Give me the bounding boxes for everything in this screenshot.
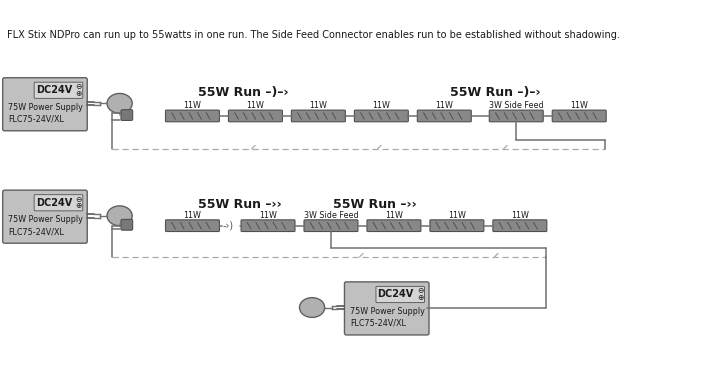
Text: 3W Side Feed: 3W Side Feed	[489, 101, 544, 110]
FancyBboxPatch shape	[121, 219, 133, 230]
Text: 11W: 11W	[184, 101, 201, 110]
FancyBboxPatch shape	[304, 220, 358, 231]
Text: 55W Run –››: 55W Run –››	[198, 198, 281, 211]
Text: DC24V: DC24V	[36, 198, 72, 208]
Text: -›): -›)	[222, 220, 233, 230]
FancyBboxPatch shape	[418, 110, 471, 122]
Text: 11W: 11W	[448, 211, 466, 220]
FancyBboxPatch shape	[3, 78, 87, 131]
Text: ⊕: ⊕	[75, 201, 82, 210]
Text: ⊕: ⊕	[417, 293, 423, 301]
FancyBboxPatch shape	[489, 110, 543, 122]
Text: 11W: 11W	[184, 211, 201, 220]
FancyBboxPatch shape	[3, 190, 87, 243]
FancyBboxPatch shape	[367, 220, 421, 231]
Text: DC24V: DC24V	[36, 85, 72, 95]
Text: 11W: 11W	[570, 101, 588, 110]
FancyBboxPatch shape	[121, 110, 133, 120]
FancyBboxPatch shape	[493, 220, 547, 231]
Text: ⊖: ⊖	[75, 195, 82, 204]
Text: 11W: 11W	[372, 101, 390, 110]
Text: 55W Run –)–›: 55W Run –)–›	[450, 86, 540, 99]
FancyBboxPatch shape	[552, 110, 606, 122]
FancyBboxPatch shape	[354, 110, 408, 122]
Text: 11W: 11W	[247, 101, 264, 110]
Text: 11W: 11W	[435, 101, 453, 110]
Text: 11W: 11W	[259, 211, 277, 220]
Text: ⊕: ⊕	[75, 88, 82, 97]
Text: 75W Power Supply
FLC75-24V/XL: 75W Power Supply FLC75-24V/XL	[350, 307, 425, 328]
Ellipse shape	[107, 206, 132, 226]
Text: DC24V: DC24V	[378, 289, 414, 299]
FancyBboxPatch shape	[291, 110, 345, 122]
Text: 75W Power Supply
FLC75-24V/XL: 75W Power Supply FLC75-24V/XL	[8, 103, 83, 124]
FancyBboxPatch shape	[34, 195, 83, 211]
Text: 75W Power Supply
FLC75-24V/XL: 75W Power Supply FLC75-24V/XL	[8, 215, 83, 236]
FancyBboxPatch shape	[165, 110, 220, 122]
Text: ⊖: ⊖	[417, 287, 423, 295]
FancyBboxPatch shape	[430, 220, 484, 231]
Text: 55W Run –)–›: 55W Run –)–›	[198, 86, 289, 99]
FancyBboxPatch shape	[165, 220, 220, 231]
Text: FLX Stix NDPro can run up to 55watts in one run. The Side Feed Connector enables: FLX Stix NDPro can run up to 55watts in …	[7, 30, 620, 40]
FancyBboxPatch shape	[376, 287, 425, 303]
FancyBboxPatch shape	[345, 282, 429, 335]
Text: 11W: 11W	[511, 211, 529, 220]
Ellipse shape	[107, 93, 132, 113]
Text: 55W Run –››: 55W Run –››	[333, 198, 416, 211]
Ellipse shape	[299, 297, 325, 318]
Text: 11W: 11W	[385, 211, 403, 220]
FancyBboxPatch shape	[228, 110, 282, 122]
Text: ⊖: ⊖	[75, 82, 82, 91]
Text: 3W Side Feed: 3W Side Feed	[303, 211, 358, 220]
Text: 11W: 11W	[309, 101, 328, 110]
FancyBboxPatch shape	[241, 220, 295, 231]
FancyBboxPatch shape	[34, 82, 83, 99]
